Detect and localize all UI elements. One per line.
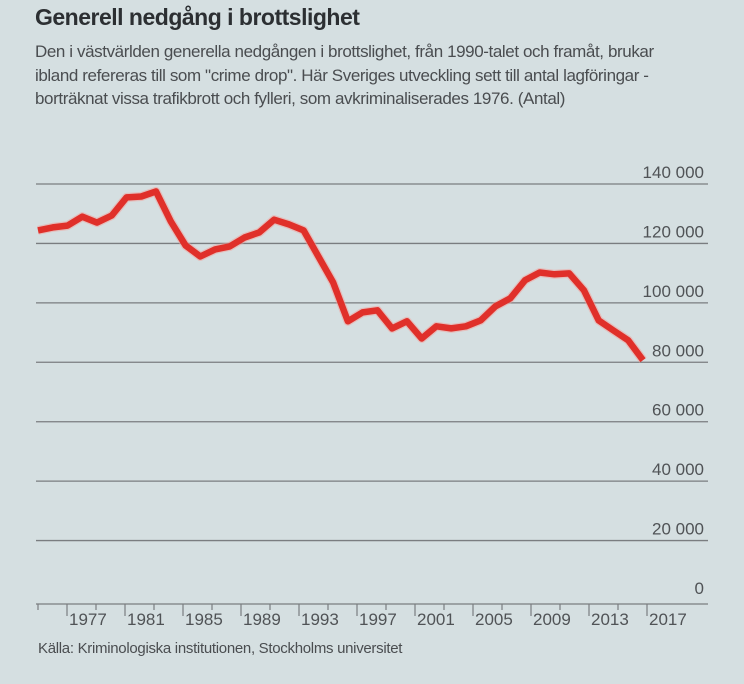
line-chart: 0 20 000 40 000 60 000 80 000 100 000 120 000 1… [36, 163, 708, 629]
y-tick-label: 0 [695, 579, 704, 598]
x-tick-label: 2017 [649, 610, 687, 629]
x-tick-label: 1985 [185, 610, 223, 629]
y-tick-label: 140 000 [643, 163, 704, 182]
x-tick-label: 1997 [359, 610, 397, 629]
y-tick-label: 40 000 [652, 460, 704, 479]
y-tick-label: 60 000 [652, 401, 704, 420]
series-line-lagforingar [37, 188, 646, 363]
x-tick-label: 1993 [301, 610, 339, 629]
y-tick-label: 100 000 [643, 282, 704, 301]
x-tick-label: 2005 [475, 610, 513, 629]
x-tick-label: 1981 [127, 610, 165, 629]
source-note: Källa: Kriminologiska institutionen, Sto… [38, 640, 403, 657]
x-axis: 1977 1981 1985 1989 1993 1997 2001 2005 2009 2013… [36, 603, 708, 629]
chart-description: Den i västvärlden generella nedgången i … [35, 42, 654, 108]
x-tick-label: 2001 [417, 610, 455, 629]
x-tick-label: 1977 [69, 610, 107, 629]
y-tick-label: 80 000 [652, 341, 704, 360]
series-layer [37, 186, 647, 363]
chart-title: Generell nedgång i brottslighet [35, 4, 360, 30]
y-axis-labels: 0 20 000 40 000 60 000 80 000 100 000 120 000 1… [643, 163, 704, 598]
x-tick-label: 2013 [591, 610, 629, 629]
y-tick-label: 120 000 [643, 222, 704, 241]
x-tick-label: 2009 [533, 610, 571, 629]
x-tick-label: 1989 [243, 610, 281, 629]
y-tick-label: 20 000 [652, 520, 704, 539]
gridlines [36, 183, 708, 542]
